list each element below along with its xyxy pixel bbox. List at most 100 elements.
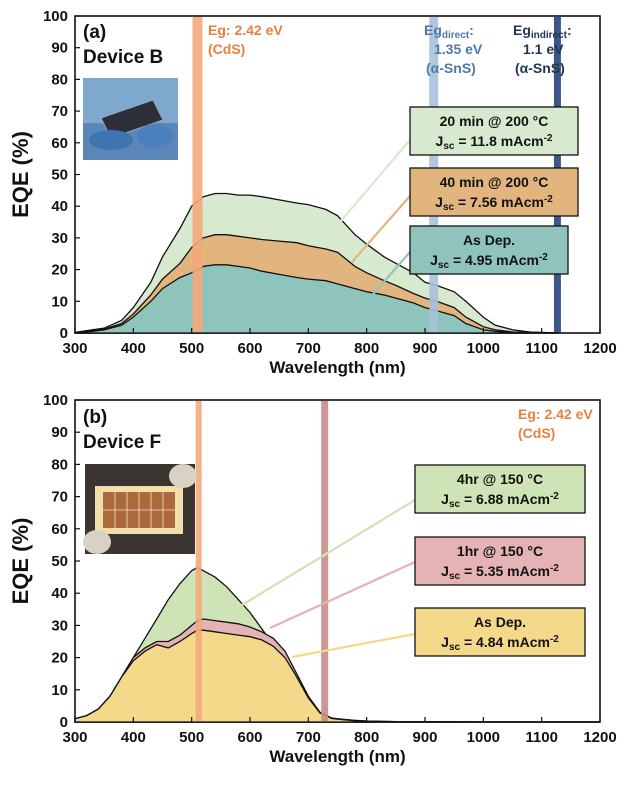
x-tick-label-800: 800 [354,340,379,357]
panel-b-leader-lines [241,499,416,659]
legend-jsc-3: Jsc = 4.84 mAcm-2 [441,634,559,653]
bandgap-label-2-material: (α-SnS) [426,60,476,76]
jsc-value: = 6.88 mAcm [460,491,550,507]
x-tick-label-1100: 1100 [525,340,558,357]
eg-colon: : [469,22,474,38]
bandgap-label-1-line2: (CdS) [208,41,245,57]
photo-glove-finger [89,130,133,150]
legend-title-3: As Dep. [474,614,526,630]
leader-line-2 [351,195,411,263]
panel-a-x-axis-label: Wavelength (nm) [269,358,405,377]
legend-box-3 [414,607,586,657]
panel-b-x-axis-label: Wavelength (nm) [269,747,405,766]
jsc-symbol: J [435,194,443,210]
jsc-value: = 11.8 mAcm [454,133,543,149]
y-tick-label-100: 100 [43,392,68,409]
x-tick-label-1200: 1200 [583,729,616,746]
x-tick-label-500: 500 [179,340,204,357]
panel-b-y-axis-label: EQE (%) [8,518,33,605]
y-tick-label-50: 50 [51,167,68,184]
y-tick-label-80: 80 [51,456,68,473]
y-tick-label-40: 40 [51,198,68,215]
device-f-photo [83,464,197,554]
jsc-unit-exponent: -2 [539,252,548,263]
jsc-value: = 4.84 mAcm [460,634,550,650]
jsc-subscript: sc [443,141,455,152]
bandgap-label-2-value: 1.35 eV [434,41,483,57]
y-tick-label-0: 0 [60,714,68,731]
y-tick-label-30: 30 [51,617,68,634]
y-tick-label-60: 60 [51,135,68,152]
y-tick-label-60: 60 [51,521,68,538]
photo-glove-thumb [137,124,173,148]
panel-a-leader-lines [339,139,411,301]
y-tick-label-20: 20 [51,650,68,667]
jsc-unit-exponent: -2 [550,491,559,502]
panel-a-tag: (a) [83,22,106,43]
x-tick-label-700: 700 [296,340,321,357]
bandgap-line-2 [321,401,329,721]
x-tick-label-1100: 1100 [525,729,558,746]
leader-line-3 [291,632,416,659]
y-tick-label-80: 80 [51,71,68,88]
x-tick-label-900: 900 [412,340,437,357]
bandgap-label-1-line1: Eg: 2.42 eV [518,406,593,422]
x-tick-label-600: 600 [237,729,262,746]
bandgap-label-1-line2: (CdS) [518,425,555,441]
y-tick-label-10: 10 [51,293,68,310]
eg-symbol: Eg [513,22,531,38]
panel-a-device-label: Device B [83,47,163,68]
y-tick-label-20: 20 [51,262,68,279]
x-tick-label-1000: 1000 [467,729,500,746]
y-tick-label-0: 0 [60,325,68,342]
jsc-symbol: J [441,563,449,579]
panel-b-device-label: Device F [83,432,161,453]
x-tick-label-800: 800 [354,729,379,746]
jsc-value: = 7.56 mAcm [454,194,544,210]
y-tick-label-10: 10 [51,682,68,699]
bandgap-line-1 [192,17,203,332]
legend-jsc-1: Jsc = 11.8 mAcm-2 [436,133,553,152]
leader-line-3 [367,251,411,301]
legend-jsc-3: Jsc = 4.95 mAcm-2 [430,252,548,271]
jsc-symbol: J [430,252,438,268]
y-tick-label-90: 90 [51,424,68,441]
panel-b-tag: (b) [83,407,107,428]
eg-subscript: direct [442,30,470,41]
x-tick-label-500: 500 [179,729,204,746]
bandgap-label-1-line1: Eg: 2.42 eV [208,22,283,38]
panel-a-ticks: 300 400 500 600 700 800 900 1000 1100 1200 0 10 20 30… [43,8,617,357]
series-area-3 [74,629,600,723]
y-tick-label-100: 100 [43,8,68,25]
x-tick-label-300: 300 [62,340,87,357]
jsc-unit-exponent: -2 [550,634,559,645]
legend-box-2 [414,536,586,586]
photo-glove-right [169,464,197,488]
panel-a-y-axis-label: EQE (%) [8,131,33,218]
legend-title-1: 20 min @ 200 °C [440,113,549,129]
bandgap-label-3-line1: Egindirect: [513,22,572,41]
legend-box-1 [409,106,579,156]
x-tick-label-900: 900 [412,729,437,746]
eg-symbol: Eg [424,22,442,38]
jsc-value: = 4.95 mAcm [449,252,539,268]
jsc-subscript: sc [449,499,461,510]
x-tick-label-400: 400 [121,729,146,746]
panel-b-areas [74,566,600,723]
jsc-unit-exponent: -2 [550,563,559,574]
eg-colon: : [567,22,572,38]
jsc-symbol: J [441,634,449,650]
x-tick-label-600: 600 [237,340,262,357]
jsc-subscript: sc [449,642,461,653]
panel-b: 300 400 500 600 700 800 900 1000 1100 1200 0 10 20 30… [8,392,617,766]
panel-b-bandgap-labels: Eg: 2.42 eV(CdS)Eg: 1.70 eV(π-SnS) [518,406,593,441]
device-b-photo [83,78,178,160]
jsc-symbol: J [436,133,444,149]
x-tick-label-400: 400 [121,340,146,357]
jsc-subscript: sc [449,571,461,582]
jsc-subscript: sc [443,202,455,213]
jsc-unit-exponent: -2 [544,194,553,205]
